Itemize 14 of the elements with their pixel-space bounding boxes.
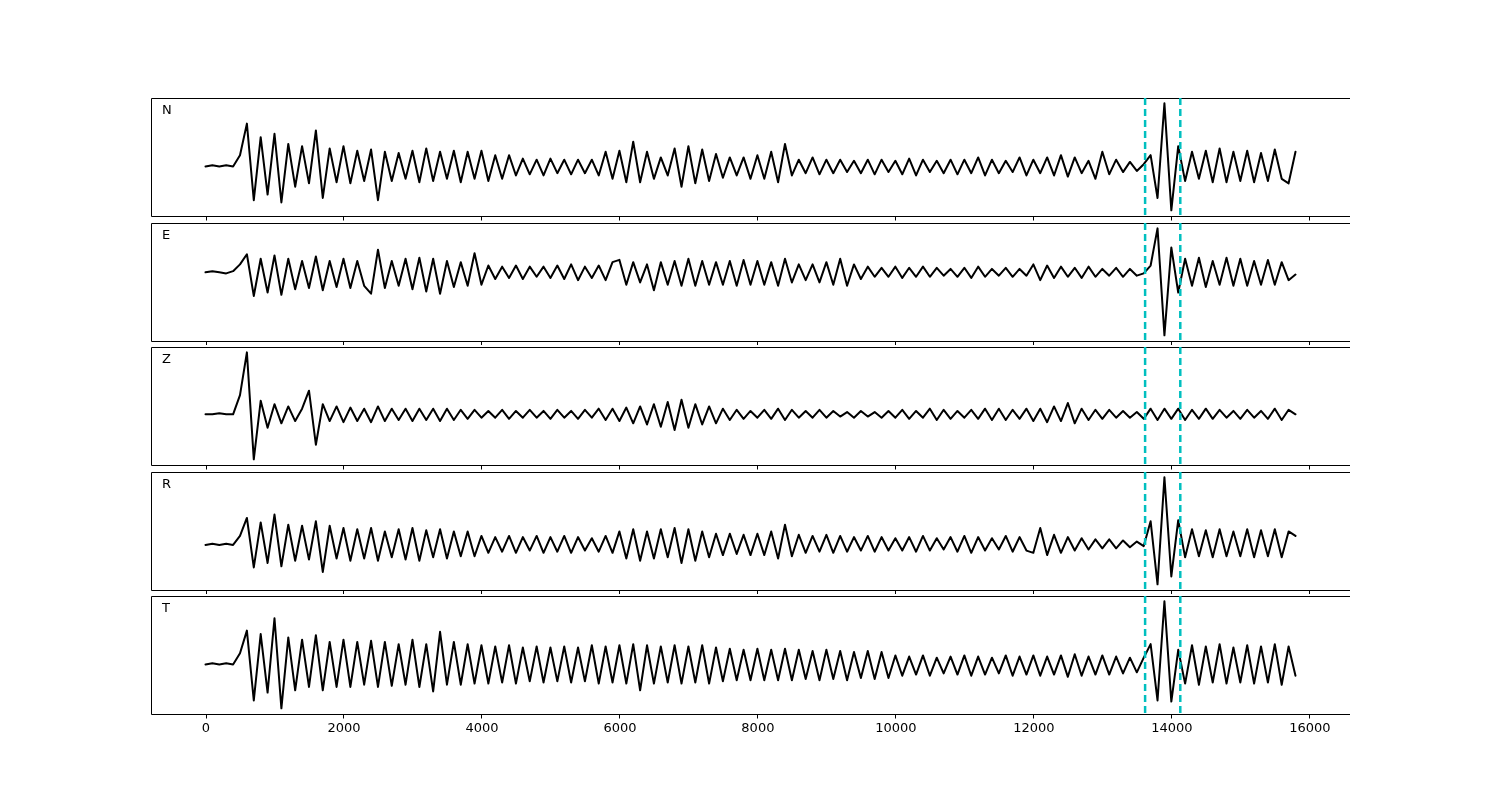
x-tick-label: 4000 — [465, 719, 499, 735]
chart-title: R — [162, 475, 172, 491]
x-tick-label: 12000 — [1013, 719, 1055, 735]
x-tick-label: 14000 — [1151, 719, 1193, 735]
chart-title: Z — [162, 351, 171, 366]
chart-title: T — [161, 600, 170, 615]
x-tick-label: 10000 — [875, 719, 917, 735]
x-tick-label: 6000 — [603, 719, 637, 735]
chart-title: N — [162, 102, 172, 117]
chart-title: E — [162, 226, 171, 242]
x-tick-label: 8000 — [741, 719, 775, 735]
x-tick-label: 0 — [201, 719, 211, 735]
x-tick-label: 16000 — [1289, 719, 1331, 735]
x-tick-label: 2000 — [327, 719, 361, 735]
